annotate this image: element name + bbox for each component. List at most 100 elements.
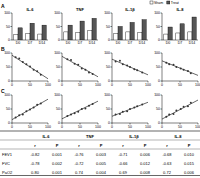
x-tick-label: 50	[128, 125, 132, 129]
panel-letter: A	[1, 3, 5, 9]
point	[33, 107, 35, 109]
point	[133, 68, 135, 70]
y-tick-label: 50	[156, 25, 160, 29]
x-tick-label: 100	[145, 83, 151, 87]
cell: FVC	[2, 161, 10, 166]
x-tick-label: 100	[95, 125, 101, 129]
y-tick-label: 100	[154, 11, 160, 15]
x-tick-label: 50	[28, 83, 32, 87]
rule	[0, 131, 200, 132]
bar	[14, 35, 18, 40]
column-header: P	[56, 143, 59, 148]
chart: 050100TNFD0D7D14	[54, 7, 98, 45]
point	[183, 69, 185, 71]
y-tick	[161, 95, 163, 96]
y-tick-label: 0	[8, 79, 10, 83]
y-tick	[111, 123, 113, 124]
bar	[164, 34, 168, 40]
x-axis	[162, 81, 198, 82]
point	[165, 62, 167, 64]
fit-line	[162, 61, 198, 76]
y-tick	[161, 109, 163, 110]
y-axis	[12, 53, 13, 81]
y-tick-label: 100	[54, 51, 60, 55]
point	[22, 114, 24, 116]
point	[25, 63, 27, 65]
cell: -0.63	[162, 161, 172, 166]
cell: 0.74	[75, 170, 84, 175]
cell: 0.002	[52, 161, 63, 166]
point	[122, 63, 124, 65]
y-tick-label: 100	[4, 11, 10, 15]
x-tick-label: D7	[178, 41, 183, 45]
bar	[80, 21, 84, 40]
y-tick-label: 50	[56, 107, 60, 111]
point	[126, 65, 128, 67]
y-tick	[61, 13, 63, 14]
y-tick-label: 0	[108, 79, 110, 83]
point	[70, 114, 72, 116]
y-tick-label: 0	[158, 121, 160, 125]
y-tick	[111, 26, 113, 27]
marks	[112, 59, 148, 75]
y-tick-label: 0	[8, 38, 10, 42]
y-tick-label: 0	[58, 121, 60, 125]
y-tick-label: 50	[6, 107, 10, 111]
bar	[114, 33, 118, 40]
x-axis	[112, 81, 148, 82]
x-tick-label: 50	[78, 83, 82, 87]
point	[66, 115, 68, 117]
y-tick	[161, 40, 163, 41]
y-axis	[12, 13, 13, 40]
point	[74, 112, 76, 114]
bar	[130, 22, 134, 40]
y-tick	[161, 13, 163, 14]
point	[183, 106, 185, 108]
y-tick	[161, 81, 163, 82]
chart-title: IL-6	[26, 7, 34, 12]
cell: 0.005	[96, 161, 107, 166]
x-tick-label: D14	[189, 41, 195, 45]
cell: -0.71	[118, 152, 128, 157]
point	[84, 107, 86, 109]
y-tick	[111, 109, 113, 110]
cell: 0.80	[31, 170, 40, 175]
chart-title: IL-8	[176, 7, 184, 12]
point	[136, 69, 138, 71]
y-tick	[111, 13, 113, 14]
cell: 0.001	[52, 152, 63, 157]
y-tick-label: 0	[8, 121, 10, 125]
y-tick-label: 50	[106, 25, 110, 29]
x-tick-label: 0	[111, 125, 113, 129]
y-tick	[161, 53, 163, 54]
legend-swatch	[150, 1, 153, 4]
y-tick	[61, 109, 63, 110]
point	[92, 103, 94, 105]
y-tick-label: 50	[106, 107, 110, 111]
y-tick	[11, 109, 13, 110]
point	[77, 64, 79, 66]
x-tick-label: 0	[61, 125, 63, 129]
x-tick-label: 0	[11, 83, 13, 87]
point	[36, 70, 38, 72]
x-axis	[12, 81, 48, 82]
fit-line	[112, 59, 148, 75]
fit-line	[162, 100, 198, 119]
y-tick-label: 0	[108, 38, 110, 42]
column-header: P	[188, 143, 191, 148]
x-tick-label: 50	[128, 83, 132, 87]
y-tick	[11, 81, 13, 82]
point	[18, 58, 20, 60]
x-tick-label: D14	[39, 41, 45, 45]
point	[190, 72, 192, 74]
point	[133, 107, 135, 109]
marks	[62, 56, 98, 76]
cell: -0.76	[74, 152, 84, 157]
marks	[14, 23, 46, 40]
y-tick-label: 0	[158, 79, 160, 83]
marks	[114, 20, 146, 40]
y-axis	[62, 13, 63, 40]
bar	[88, 31, 92, 40]
point	[136, 105, 138, 107]
legend-swatch	[167, 1, 170, 4]
